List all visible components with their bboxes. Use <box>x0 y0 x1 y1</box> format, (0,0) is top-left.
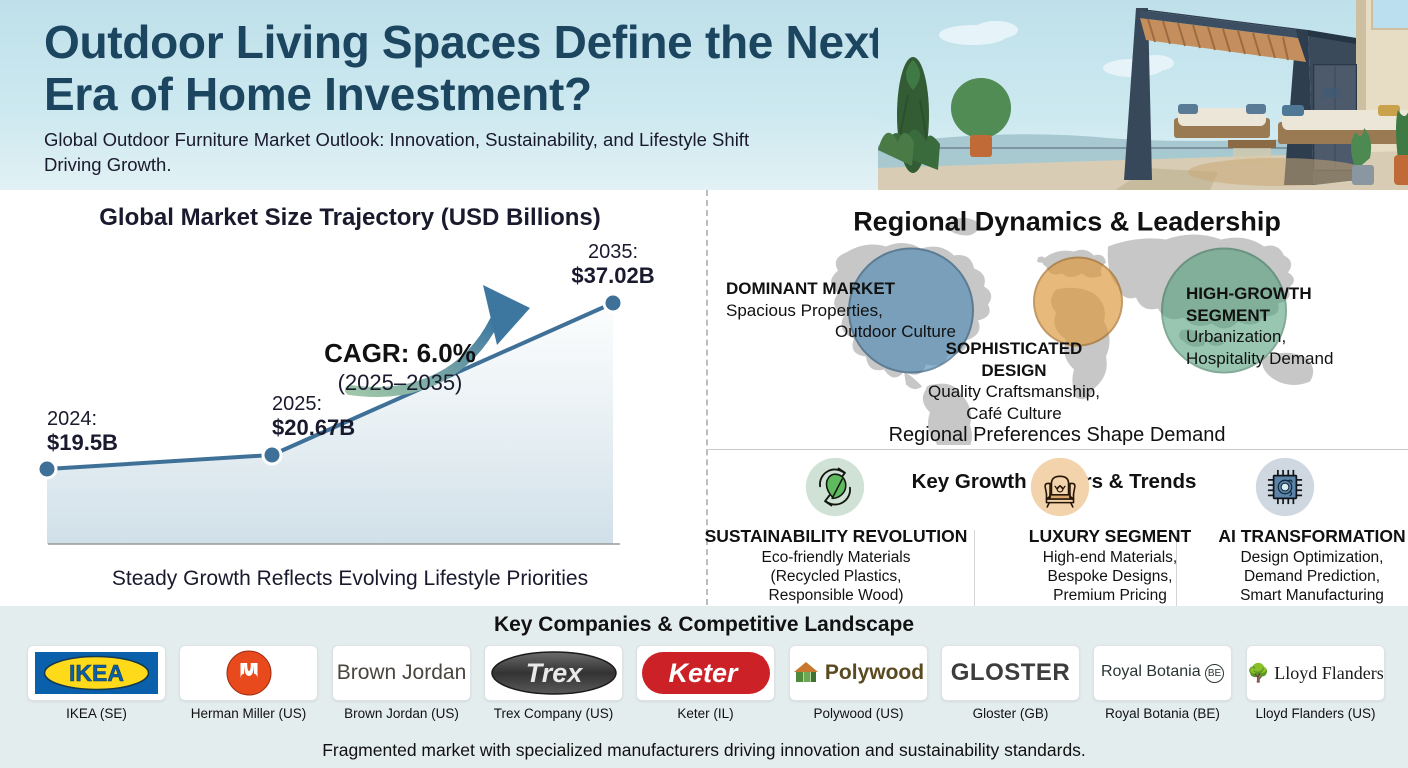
svg-text:2024:: 2024: <box>47 408 97 430</box>
svg-text:Global Market Size Trajectory: Global Market Size Trajectory (USD Billi… <box>99 204 600 231</box>
svg-text:CAGR: 6.0%: CAGR: 6.0% <box>324 338 476 368</box>
svg-text:$37.02B: $37.02B <box>571 263 654 288</box>
svg-text:Trex: Trex <box>525 658 583 688</box>
svg-text:2025:: 2025: <box>272 393 322 415</box>
svg-text:2035:: 2035: <box>588 241 638 263</box>
svg-text:IKEA: IKEA <box>69 660 124 686</box>
svg-text:Keter: Keter <box>668 658 739 688</box>
svg-text:Regional Dynamics & Leadership: Regional Dynamics & Leadership <box>853 207 1281 237</box>
svg-text:$20.67B: $20.67B <box>272 415 355 440</box>
svg-text:(2025–2035): (2025–2035) <box>338 370 463 395</box>
